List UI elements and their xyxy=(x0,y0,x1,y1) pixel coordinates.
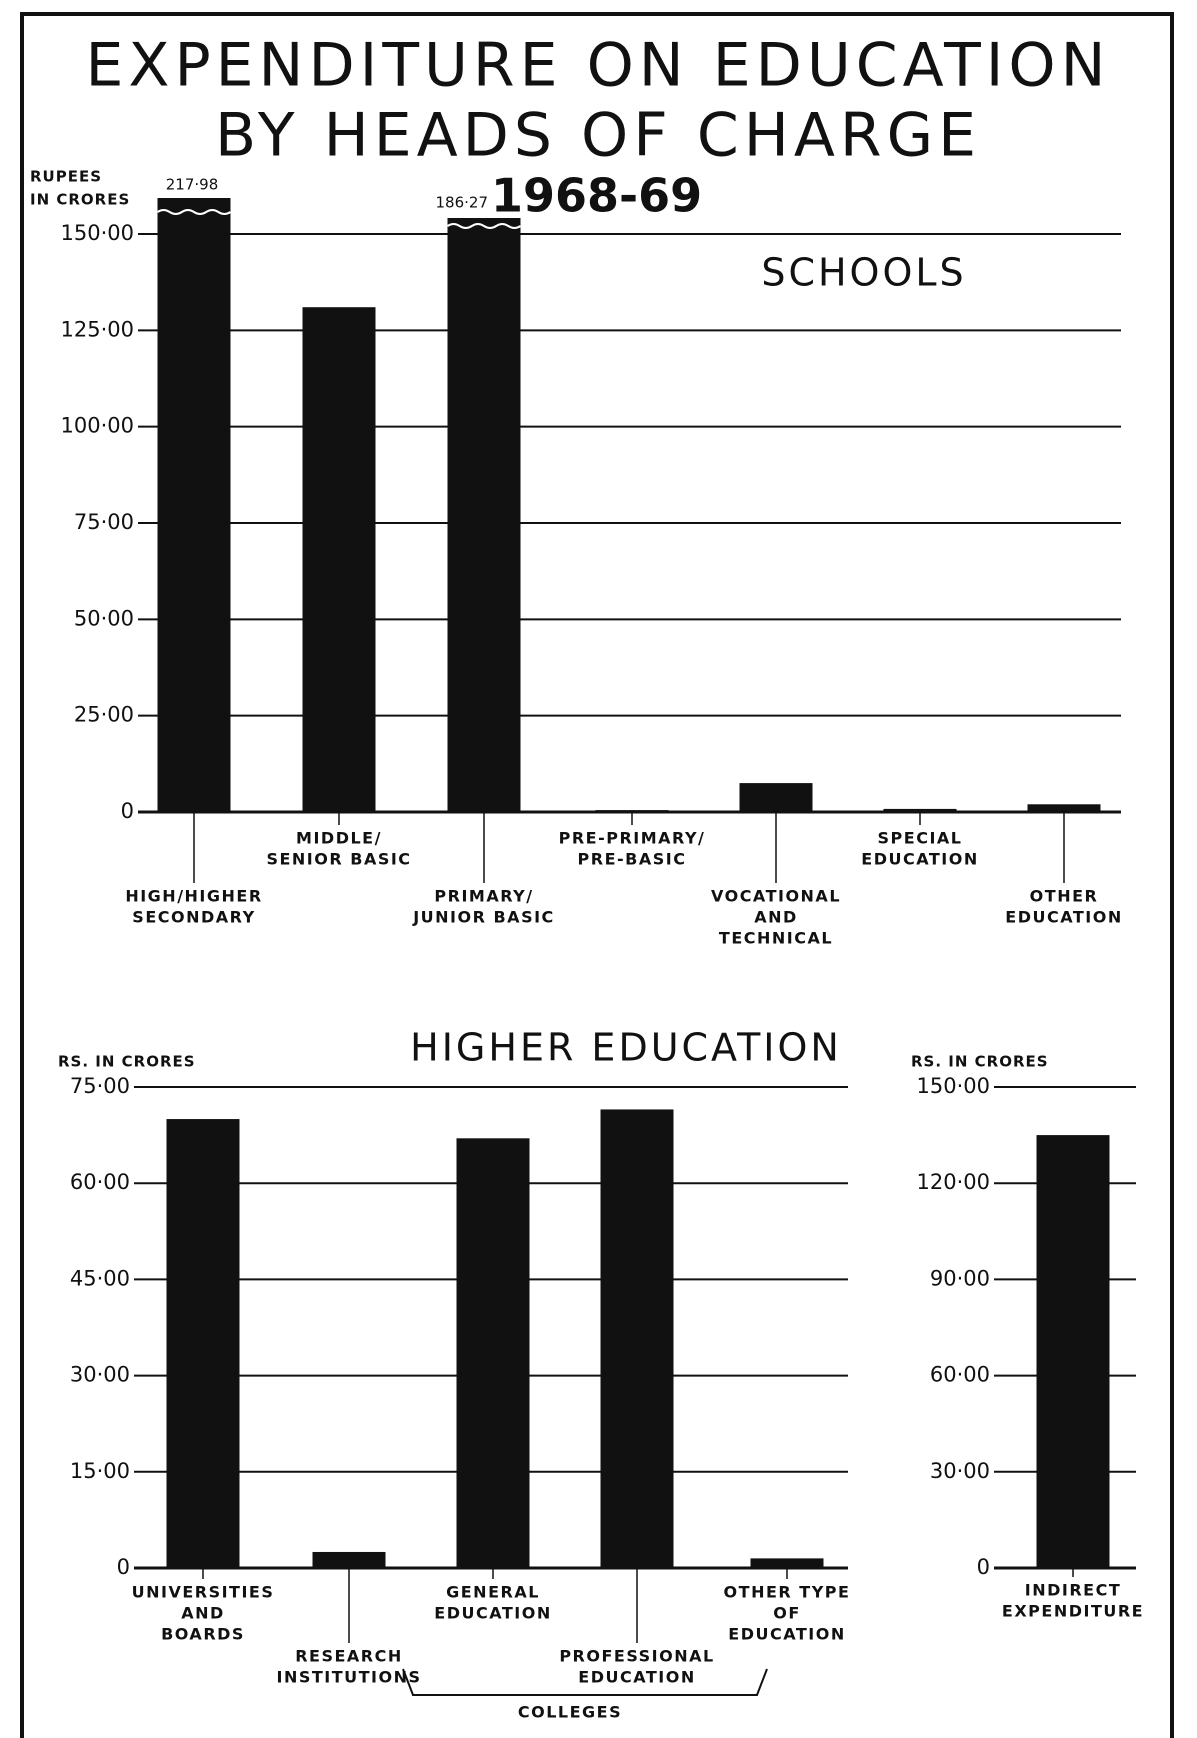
x-tick-label: OF xyxy=(773,1604,801,1623)
y-tick-label: 50·00 xyxy=(74,606,134,630)
x-tick-label: GENERAL xyxy=(446,1583,540,1602)
bar xyxy=(447,218,521,812)
x-tick-label: OTHER TYPE xyxy=(724,1583,851,1602)
title-line: BY HEADS OF CHARGE xyxy=(215,101,981,171)
bar xyxy=(456,1138,530,1568)
chart-subtitle: HIGHER EDUCATION xyxy=(410,1026,842,1070)
break-mark xyxy=(446,223,522,229)
break-mark xyxy=(156,209,232,215)
x-tick-label: UNIVERSITIES xyxy=(132,1583,275,1602)
bar xyxy=(302,307,376,812)
y-axis-label: RS. IN CRORES xyxy=(58,1053,196,1071)
x-tick-label: EDUCATION xyxy=(578,1668,695,1687)
y-tick-label: 150·00 xyxy=(917,1074,990,1098)
x-tick-label: EXPENDITURE xyxy=(1002,1602,1144,1621)
frame xyxy=(20,12,1174,1738)
y-tick-label: 60·00 xyxy=(70,1170,130,1194)
y-tick-label: 15·00 xyxy=(70,1459,130,1483)
group-label: COLLEGES xyxy=(518,1703,622,1722)
x-tick-label: PROFESSIONAL xyxy=(559,1647,714,1666)
bar xyxy=(1036,1135,1110,1568)
x-tick-label: PRE-BASIC xyxy=(578,850,687,869)
x-tick-label: EDUCATION xyxy=(861,850,978,869)
bar xyxy=(312,1551,386,1568)
x-tick-label: AND xyxy=(754,908,798,927)
x-tick-label: BOARDS xyxy=(161,1625,245,1644)
x-tick-label: AND xyxy=(181,1604,225,1623)
y-tick-label: 75·00 xyxy=(70,1074,130,1098)
y-axis-label: RUPEES xyxy=(30,168,102,186)
y-tick-label: 45·00 xyxy=(70,1266,130,1290)
x-tick-label: INDIRECT xyxy=(1025,1581,1121,1600)
y-tick-label: 75·00 xyxy=(74,510,134,534)
y-tick-label: 90·00 xyxy=(930,1266,990,1290)
x-tick-label: RESEARCH xyxy=(295,1647,403,1666)
y-tick-label: 25·00 xyxy=(74,703,134,727)
x-tick-label: MIDDLE/ xyxy=(296,829,382,848)
x-tick-label: TECHNICAL xyxy=(719,929,833,948)
bar xyxy=(157,198,231,812)
x-tick-label: JUNIOR BASIC xyxy=(412,908,555,927)
x-tick-label: SPECIAL xyxy=(878,829,963,848)
chart-subtitle: SCHOOLS xyxy=(761,251,966,295)
y-axis-label: IN CRORES xyxy=(30,191,130,209)
y-tick-label: 125·00 xyxy=(61,317,134,341)
title-line: EXPENDITURE ON EDUCATION xyxy=(85,31,1110,101)
bar xyxy=(883,808,957,812)
x-tick-label: VOCATIONAL xyxy=(711,887,841,906)
x-tick-label: OTHER xyxy=(1030,887,1099,906)
bar xyxy=(595,810,669,812)
group-bracket xyxy=(402,1668,768,1696)
year: 1968-69 xyxy=(491,169,702,223)
bar xyxy=(166,1119,240,1568)
y-tick-label: 60·00 xyxy=(930,1363,990,1387)
bar xyxy=(750,1558,824,1568)
x-tick-label: HIGH/HIGHER xyxy=(125,887,262,906)
x-tick-label: EDUCATION xyxy=(728,1625,845,1644)
y-tick-label: 0 xyxy=(121,799,134,823)
x-tick-label: INSTITUTIONS xyxy=(276,1668,421,1687)
x-tick-label: EDUCATION xyxy=(434,1604,551,1623)
bar xyxy=(739,783,813,812)
x-tick-label: PRIMARY/ xyxy=(434,887,533,906)
x-tick-label: EDUCATION xyxy=(1005,908,1122,927)
y-tick-label: 30·00 xyxy=(930,1459,990,1483)
y-tick-label: 30·00 xyxy=(70,1363,130,1387)
y-axis-label: RS. IN CRORES xyxy=(911,1053,1049,1071)
y-tick-label: 0 xyxy=(117,1555,130,1579)
bar xyxy=(600,1109,674,1568)
y-tick-label: 100·00 xyxy=(61,414,134,438)
x-tick-label: SECONDARY xyxy=(132,908,255,927)
y-tick-label: 0 xyxy=(977,1555,990,1579)
value-label: 186·27 xyxy=(436,194,489,212)
x-tick-label: SENIOR BASIC xyxy=(266,850,411,869)
bar xyxy=(1027,804,1101,812)
value-label: 217·98 xyxy=(166,176,219,194)
x-tick-label: PRE-PRIMARY/ xyxy=(559,829,706,848)
y-tick-label: 150·00 xyxy=(61,221,134,245)
y-tick-label: 120·00 xyxy=(917,1170,990,1194)
